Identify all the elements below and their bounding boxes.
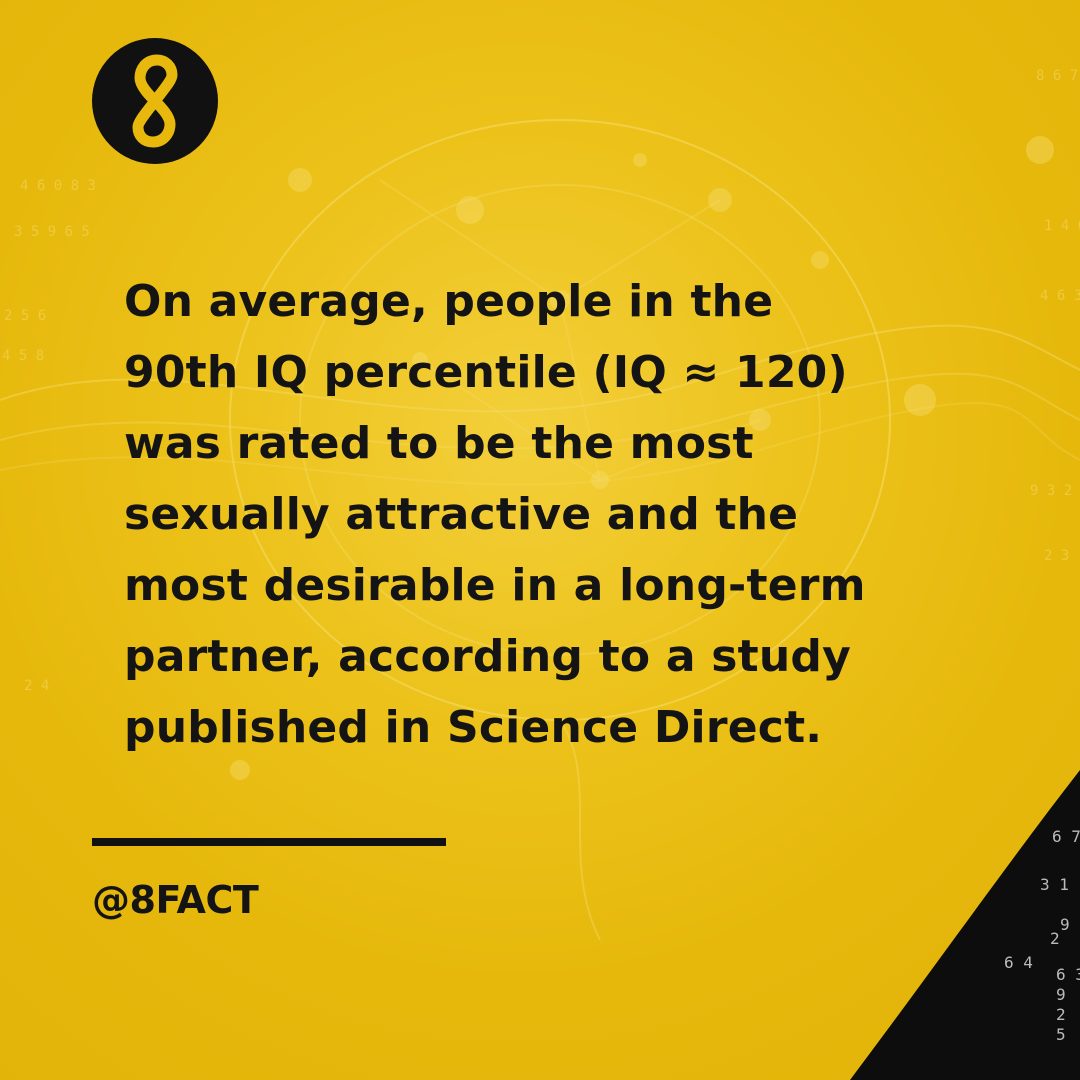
fact-text: On average, people in the 90th IQ percen… [124,266,984,763]
svg-text:6 4: 6 4 [1004,953,1033,972]
svg-text:9: 9 [1056,985,1066,1004]
svg-text:3 1: 3 1 [1040,875,1069,894]
divider-bar [92,838,446,846]
fact-line: was rated to be the most [124,418,754,469]
svg-text:4 6 0 8 3: 4 6 0 8 3 [20,178,96,194]
svg-text:6 3: 6 3 [1056,965,1080,984]
svg-text:4 6 3: 4 6 3 [1040,288,1080,304]
account-handle: @8FACT [92,878,259,922]
svg-text:4 5 8: 4 5 8 [2,348,44,364]
svg-text:2 5 6: 2 5 6 [4,308,46,324]
svg-text:2 3: 2 3 [1044,548,1069,564]
svg-text:3 5 9 6 5: 3 5 9 6 5 [14,224,90,240]
svg-text:6 7 3: 6 7 3 [1052,827,1080,846]
svg-text:1 4 6: 1 4 6 [1044,218,1080,234]
infinity-8-icon [132,54,178,148]
svg-text:2: 2 [1056,1005,1066,1024]
svg-text:9 3 2 5: 9 3 2 5 [1030,483,1080,499]
fact-line: On average, people in the [124,276,774,327]
fact-line: partner, according to a study [124,631,851,682]
svg-text:5: 5 [1056,1025,1066,1044]
svg-text:2 4: 2 4 [24,678,49,694]
svg-text:2: 2 [1050,929,1060,948]
svg-text:8 6 7: 8 6 7 [1036,68,1078,84]
fact-line: sexually attractive and the [124,489,799,540]
fact-line: published in Science Direct. [124,702,823,753]
svg-text:9: 9 [1060,915,1070,934]
fact-line: 90th IQ percentile (IQ ≈ 120) [124,347,848,398]
brand-logo [92,38,218,164]
fact-line: most desirable in a long-term [124,560,866,611]
